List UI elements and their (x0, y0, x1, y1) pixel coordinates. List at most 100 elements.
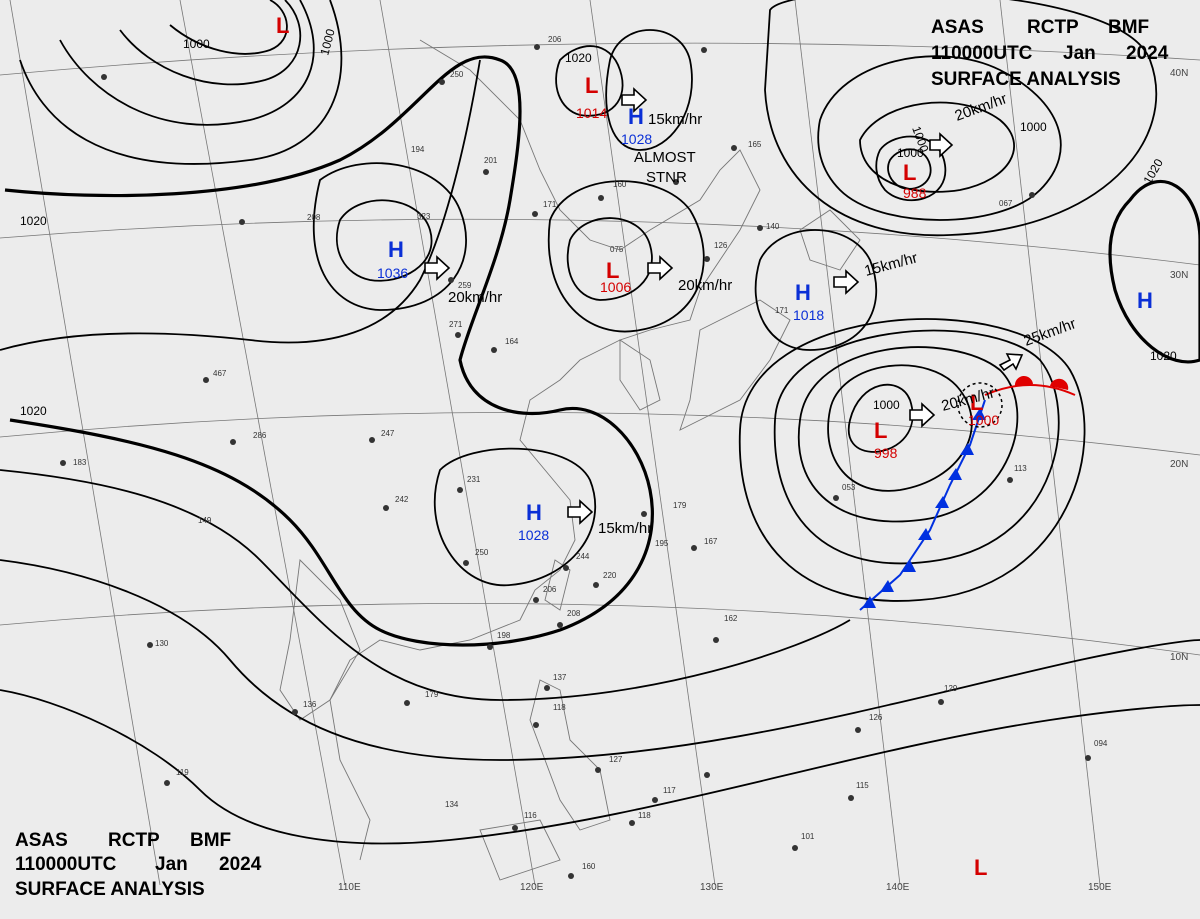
station-circle (757, 225, 763, 231)
station-circle (568, 873, 574, 879)
station-circle (457, 487, 463, 493)
header-bottom-station: RCTP (108, 830, 160, 851)
lat-label-30: 30N (1170, 270, 1188, 281)
station-value: 119 (176, 768, 189, 777)
station-circle (448, 277, 454, 283)
movement-label: 15km/hr (648, 111, 702, 128)
isobars (0, 0, 1200, 845)
station-circle (203, 377, 209, 383)
isobar (859, 101, 1015, 193)
high-pressure-marker: H (526, 500, 542, 525)
graticule (0, 0, 1200, 886)
lon-label-120: 120E (520, 882, 544, 893)
header-top-year: 2024 (1126, 43, 1169, 64)
station-value: 220 (603, 571, 617, 580)
isobar (0, 559, 1200, 761)
station-value: 134 (445, 800, 459, 809)
isobar (119, 0, 302, 86)
isobar (312, 162, 467, 311)
station-value: 198 (497, 631, 511, 640)
station-circle (463, 560, 469, 566)
header-top-station: RCTP (1027, 17, 1079, 38)
station-circle (147, 642, 153, 648)
isobar (797, 346, 1019, 523)
lon-line-120 (379, 0, 536, 886)
station-circle (1007, 477, 1013, 483)
low-pressure-marker: L (903, 160, 916, 185)
move-arrow (424, 255, 451, 281)
header-bottom-time: 110000UTC (15, 854, 117, 875)
station-value: 179 (673, 501, 687, 510)
station-value: 271 (449, 320, 463, 329)
high-pressure-value: 1028 (518, 527, 549, 543)
lon-label-130: 130E (700, 882, 724, 893)
lat-label-10: 10N (1170, 652, 1188, 663)
station-value: 113 (1014, 464, 1027, 473)
station-values: 206 250 208 323 194 201 171 160 259 271 … (73, 35, 1108, 871)
high-pressure-marker: H (795, 280, 811, 305)
coast-indochina (279, 559, 361, 721)
cold-front-triangle (948, 468, 962, 480)
station-value: 118 (638, 811, 651, 820)
cold-front-triangle (880, 580, 894, 592)
station-circle (532, 211, 538, 217)
station-circle (544, 685, 550, 691)
station-circle (491, 347, 497, 353)
station-circle (239, 219, 245, 225)
station-value: 250 (475, 548, 489, 557)
isobar-label: 1000 (873, 398, 900, 412)
lon-line-140 (794, 0, 901, 886)
move-arrow (929, 132, 954, 158)
high-pressure-marker: H (1137, 288, 1153, 313)
isobar (434, 447, 596, 587)
station-value: 136 (303, 700, 317, 709)
isobar (817, 55, 1062, 221)
movement-arrows (424, 87, 1024, 525)
high-pressure-value: 1036 (377, 265, 408, 281)
move-arrow (647, 255, 674, 281)
lat-line-40 (0, 42, 1200, 76)
isobar (0, 469, 851, 701)
station-circle (369, 437, 375, 443)
station-value: 206 (548, 35, 562, 44)
station-circle (701, 47, 707, 53)
lon-label-140: 140E (886, 882, 910, 893)
isobar (0, 59, 481, 351)
high-pressure-value: 1028 (621, 131, 652, 147)
low-pressure-marker: L (974, 855, 987, 880)
station-value: 165 (748, 140, 762, 149)
station-value: 323 (417, 212, 431, 221)
station-value: 171 (775, 306, 789, 315)
station-value: 067 (999, 199, 1013, 208)
low-pressure-value: 988 (903, 185, 927, 201)
station-circle (713, 637, 719, 643)
isobar-label: 1000 (183, 37, 210, 51)
station-plots (60, 44, 1091, 879)
header-top-time: 110000UTC (931, 43, 1033, 64)
low-pressure-marker: L (970, 390, 983, 415)
lat-label-40: 40N (1170, 68, 1188, 79)
header-top-agency: ASAS (931, 17, 984, 38)
movement-label: 15km/hr (863, 249, 920, 279)
move-arrow (909, 402, 936, 428)
station-value: 250 (450, 70, 464, 79)
movement-label: 15km/hr (598, 520, 652, 537)
lon-line-130 (589, 0, 716, 886)
movement-labels: 15km/hr ALMOST STNR 20km/hr 20km/hr 20km… (448, 90, 1078, 537)
coastline (279, 39, 861, 881)
station-circle (557, 622, 563, 628)
lat-line-10 (0, 603, 1200, 656)
isobar (847, 383, 914, 453)
isobar-bold (1108, 179, 1200, 364)
station-value: 115 (856, 781, 869, 790)
station-value: 140 (766, 222, 780, 231)
station-value: 167 (704, 537, 718, 546)
low-pressure-value: 1014 (576, 105, 607, 121)
move-arrow (621, 87, 648, 113)
isobar-label: 1000 (897, 146, 924, 160)
lat-line-20 (0, 411, 1200, 456)
isobar-labels: 1000 1000 1020 1020 1000 1000 1020 1020 … (20, 27, 1177, 418)
isobar-label: 1020 (20, 214, 47, 228)
station-circle (938, 699, 944, 705)
